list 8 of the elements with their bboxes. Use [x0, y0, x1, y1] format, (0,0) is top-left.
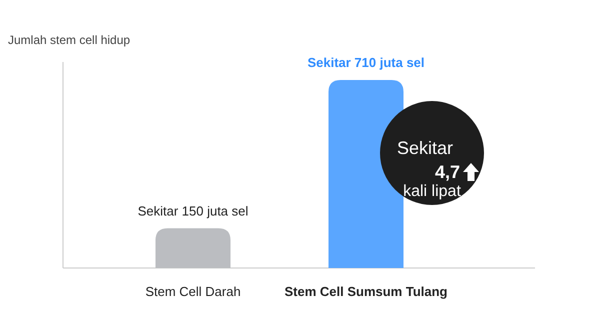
- annotation: 4,7: [434, 162, 460, 182]
- x-tick-label: Stem Cell Darah: [145, 284, 241, 299]
- y-axis-title: Jumlah stem cell hidup: [8, 33, 130, 47]
- annotation: kali lipat: [403, 183, 462, 200]
- x-tick-label: Stem Cell Sumsum Tulang: [284, 284, 448, 299]
- data-label: Sekitar 710 juta sel: [307, 55, 425, 70]
- annotation: Sekitar: [396, 138, 454, 158]
- data-label: Sekitar 150 juta sel: [138, 203, 248, 218]
